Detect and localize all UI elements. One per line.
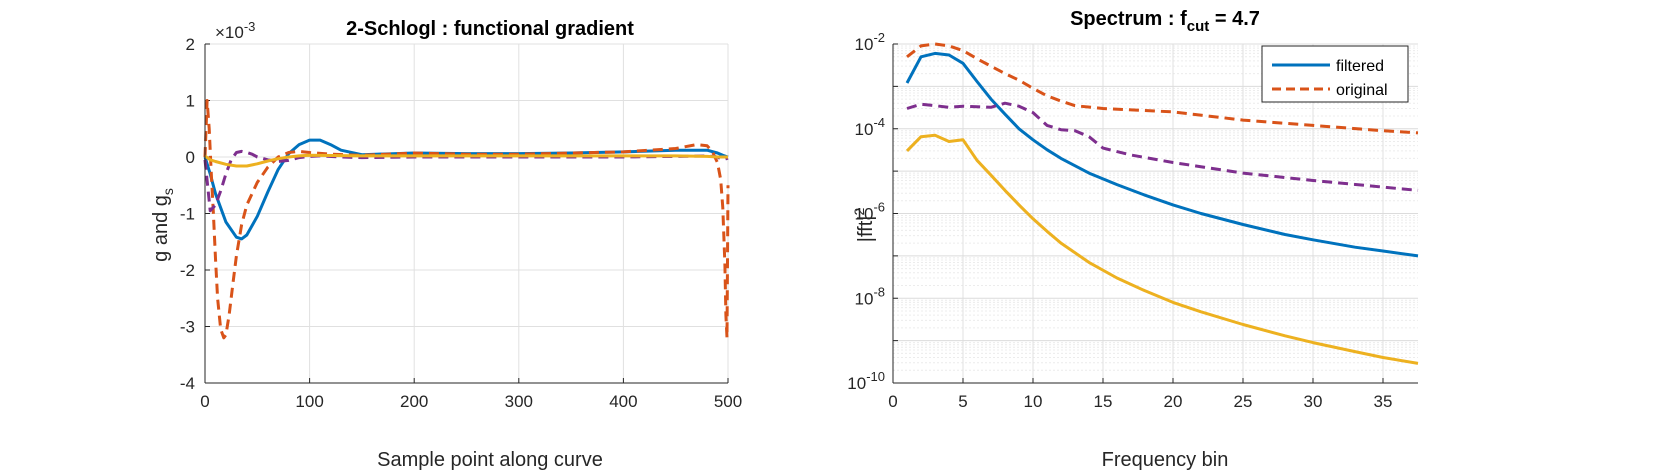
left-x-tick-label: 100	[295, 392, 323, 411]
left-x-tick-label: 500	[714, 392, 742, 411]
tick-base: 10	[855, 35, 874, 54]
right-series-line-3	[905, 133, 1419, 365]
right-x-axis-label: Frequency bin	[1102, 449, 1229, 471]
tick-exponent: -10	[866, 369, 885, 384]
tick-exponent: -2	[873, 30, 885, 45]
left-y-tick-label: 1	[186, 92, 195, 111]
left-x-tick-label: 400	[609, 392, 637, 411]
right-title-main: Spectrum : f	[1070, 8, 1187, 30]
left-exponent-label: ×10-3	[215, 19, 255, 42]
left-x-tick-label: 0	[200, 392, 209, 411]
right-series-line-0	[905, 51, 1419, 258]
right-y-tick-label: 10-8	[855, 284, 885, 308]
left-series-line-2	[203, 149, 729, 213]
legend-label-filtered: filtered	[1336, 58, 1384, 75]
right-x-tick-label: 35	[1374, 392, 1393, 411]
exponent-power: -3	[244, 19, 256, 34]
tick-exponent: -6	[873, 200, 885, 215]
left-series-line-3	[204, 153, 728, 168]
tick-exponent: -8	[873, 284, 885, 299]
left-series-line-1	[203, 99, 730, 340]
left-x-tick-label: 300	[505, 392, 533, 411]
left-y-label-sub: s	[160, 188, 176, 195]
tick-base: 10	[847, 374, 866, 393]
right-y-axis-label: |fft|2	[851, 208, 877, 243]
left-x-tick-label: 200	[400, 392, 428, 411]
left-y-tick-label: -3	[180, 318, 195, 337]
right-series-line-1	[906, 42, 1419, 135]
tick-base: 10	[855, 120, 874, 139]
right-y-label-main: |fft|	[855, 216, 877, 243]
left-x-axis-label: Sample point along curve	[377, 449, 603, 471]
right-y-label-sup: 2	[851, 208, 867, 216]
tick-exponent: -4	[873, 115, 885, 130]
left-chart-title: 2-Schlogl : functional gradient	[346, 18, 634, 40]
right-x-tick-label: 25	[1234, 392, 1253, 411]
left-y-label-main: g and g	[150, 195, 172, 262]
legend-box	[1261, 45, 1409, 103]
left-axes: 0 100 200 300 400 500 -4 -3 -2 -1 0 1 2	[180, 35, 742, 411]
left-y-tick-label: 0	[186, 148, 195, 167]
right-series-line-2	[906, 101, 1419, 192]
exponent-base: ×10	[215, 23, 244, 42]
right-x-tick-label: 30	[1304, 392, 1323, 411]
left-y-tick-label: -1	[180, 205, 195, 224]
right-y-tick-label: 10-2	[855, 30, 885, 54]
right-x-tick-label: 0	[888, 392, 897, 411]
right-x-tick-label: 15	[1094, 392, 1113, 411]
right-y-tick-label: 10-4	[855, 115, 885, 139]
left-y-tick-label: -4	[180, 374, 195, 393]
left-y-tick-label: -2	[180, 261, 195, 280]
right-title-suffix: = 4.7	[1209, 8, 1260, 30]
legend-label-original: original	[1336, 82, 1388, 99]
tick-base: 10	[855, 205, 874, 224]
left-y-axis-label: g and gs	[150, 188, 176, 262]
right-x-tick-label: 10	[1024, 392, 1043, 411]
right-x-tick-label: 5	[958, 392, 967, 411]
right-x-tick-label: 20	[1164, 392, 1183, 411]
legend: filtered original	[1261, 45, 1409, 103]
right-title-sub: cut	[1187, 18, 1210, 35]
right-y-tick-label: 10-6	[855, 200, 885, 224]
right-y-tick-label: 10-10	[847, 369, 885, 393]
left-y-tick-label: 2	[186, 35, 195, 54]
right-chart-title: Spectrum : fcut = 4.7	[1070, 8, 1260, 35]
tick-base: 10	[855, 289, 874, 308]
